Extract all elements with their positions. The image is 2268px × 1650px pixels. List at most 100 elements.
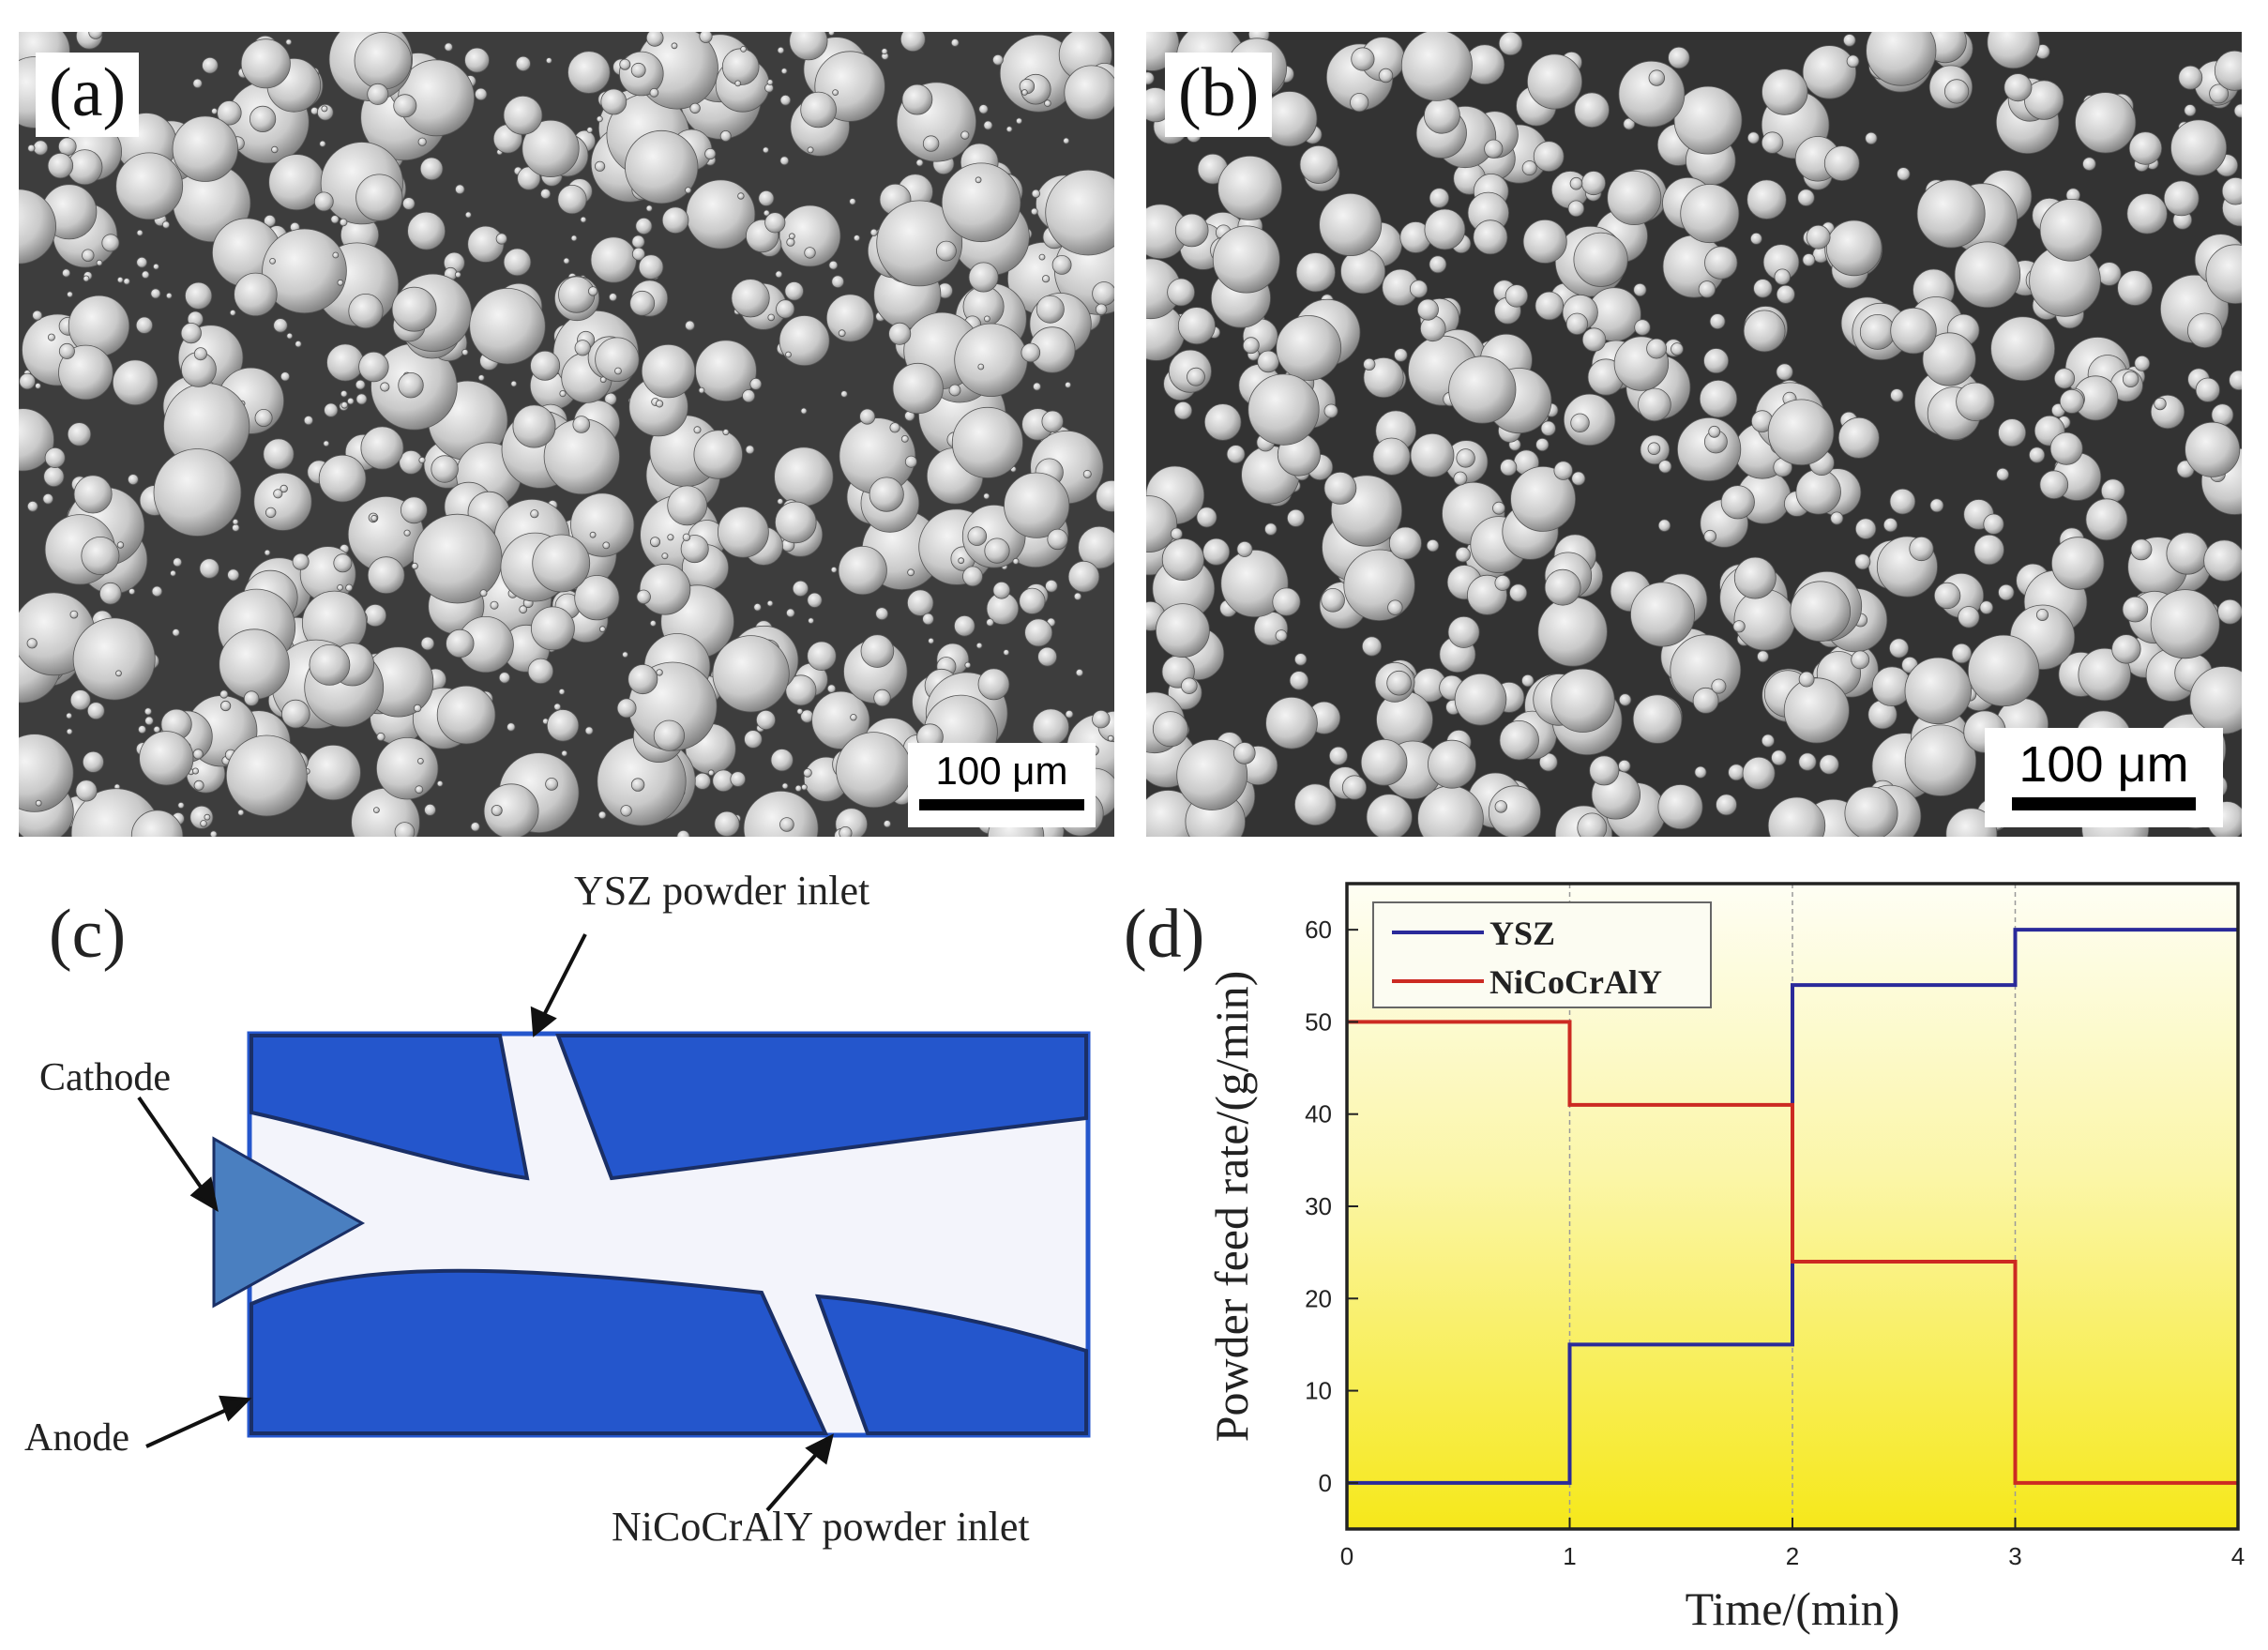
particle [67, 422, 92, 447]
particle [530, 350, 561, 381]
particle [454, 271, 461, 279]
particle [1844, 786, 1898, 837]
particle [1510, 465, 1577, 532]
particle [639, 563, 691, 615]
particle [326, 343, 365, 382]
particle [650, 537, 661, 548]
particle [1761, 131, 1784, 154]
legend-label: YSZ [1489, 915, 1555, 952]
particle [636, 589, 651, 605]
particle [828, 260, 839, 270]
particle [978, 104, 989, 114]
particle [671, 42, 678, 50]
particle [1733, 556, 1777, 599]
particle [280, 371, 291, 382]
particle [545, 778, 558, 791]
particle [693, 430, 743, 479]
particle [1177, 307, 1216, 345]
particle [836, 732, 913, 809]
particle [1533, 141, 1565, 173]
ysz-inlet-arrow [540, 933, 587, 1020]
particle [333, 553, 353, 573]
particle [1082, 469, 1092, 478]
particle [570, 492, 635, 557]
particle [394, 822, 416, 837]
particle [1498, 32, 1523, 56]
particle [358, 351, 389, 383]
annotation-arrows [137, 933, 834, 1512]
particle [794, 784, 802, 793]
particle [367, 83, 389, 105]
particle [61, 268, 71, 278]
particle [900, 434, 909, 443]
particle [1798, 752, 1817, 771]
particle [594, 160, 606, 172]
particle [803, 768, 812, 778]
scale-bar-b-line [2012, 797, 2196, 810]
particle [531, 606, 575, 651]
particle [1521, 674, 1535, 688]
particle [1473, 219, 1508, 255]
particle [503, 95, 543, 135]
particle [860, 634, 895, 668]
particle [193, 780, 204, 791]
particle [1429, 188, 1450, 208]
particle [337, 584, 344, 591]
particle [58, 344, 113, 401]
particle [232, 518, 239, 525]
sem-particles-a [19, 32, 1114, 837]
particle [285, 38, 293, 46]
particle [915, 159, 924, 167]
particle [58, 342, 75, 359]
particle [1987, 32, 2040, 69]
particle [1174, 213, 1209, 248]
particle [734, 80, 742, 87]
particle [984, 537, 1010, 564]
particle [400, 496, 428, 524]
particle [1063, 137, 1070, 144]
particle [1823, 145, 1860, 182]
particle [1889, 638, 1910, 658]
cathode-label: Cathode [39, 1056, 171, 1099]
particle [1757, 650, 1769, 663]
particle [839, 826, 853, 837]
particle [1019, 587, 1046, 614]
particle [202, 56, 219, 74]
particle [1890, 307, 1937, 355]
particle [1484, 139, 1504, 159]
particle [199, 558, 219, 579]
particle [243, 690, 260, 706]
particle [975, 176, 982, 184]
particle [838, 329, 846, 338]
particle [800, 407, 808, 415]
particle [838, 545, 887, 596]
particle [522, 119, 580, 177]
particle [892, 362, 944, 415]
particle [1152, 711, 1188, 748]
x-tick-label: 2 [1786, 1542, 1799, 1570]
particle [2170, 119, 2228, 176]
anode-arrow [145, 1405, 234, 1448]
particle [1657, 784, 1703, 830]
particle [811, 690, 870, 749]
particle [420, 636, 435, 651]
particle [762, 146, 769, 154]
particle [280, 484, 288, 493]
particle [774, 501, 817, 544]
particle [1226, 445, 1246, 464]
particle [532, 534, 591, 593]
particle [1021, 342, 1041, 363]
particle [1998, 583, 2015, 601]
particle [953, 614, 975, 637]
particle [292, 553, 310, 570]
scale-bar-b-label: 100 μm [2019, 736, 2189, 793]
particle [1424, 208, 1466, 250]
particle [348, 293, 384, 329]
particle [69, 689, 91, 711]
particle [1242, 337, 1260, 355]
particle [712, 635, 790, 713]
particle [1146, 71, 1155, 85]
particle [1275, 629, 1288, 642]
particle [785, 351, 792, 358]
ysz-inlet-arrowhead [530, 1006, 557, 1037]
